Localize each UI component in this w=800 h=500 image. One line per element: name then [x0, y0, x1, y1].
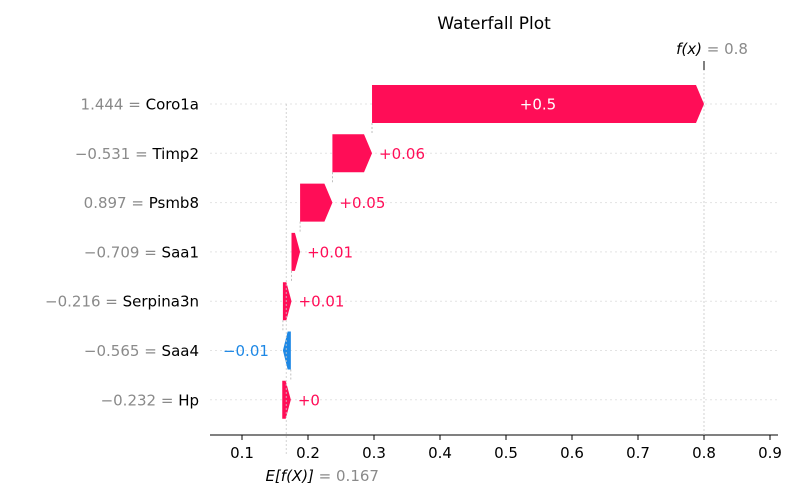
feature-name: Hp: [178, 391, 199, 409]
fx-annotation: f(x) = 0.8: [676, 40, 748, 58]
x-tick-label: 0.6: [560, 444, 584, 462]
feature-name: Coro1a: [146, 96, 199, 114]
bar-saa4: [282, 331, 291, 370]
bar-value-label: +0.05: [339, 194, 385, 212]
fx-label: f(x): [676, 40, 702, 58]
bar-saa1: [291, 232, 301, 271]
feature-value: −0.531: [75, 145, 131, 163]
x-tick-label: 0.8: [692, 444, 716, 462]
x-axis: 0.1 0.2 0.3 0.4 0.5 0.6 0.7 0.8 0.9: [210, 434, 782, 462]
feature-equals: =: [101, 293, 123, 311]
bar-value-label: +0.01: [299, 293, 345, 311]
bar-labels-group: +0.5 +0.06 +0.05 +0.01 +0.01 −0.01 +0: [223, 96, 556, 410]
bar-value-label: +0.01: [307, 243, 353, 261]
bar-psmb8: [300, 183, 333, 222]
feature-equals: =: [139, 243, 161, 261]
bar-coro1a: [372, 85, 704, 123]
x-tick-label: 0.9: [758, 444, 782, 462]
x-tick-label: 0.2: [296, 444, 320, 462]
feature-value: −0.565: [84, 342, 140, 360]
bars-group: [282, 85, 704, 419]
feature-name: Timp2: [151, 145, 199, 163]
base-label: E[f(X)]: [265, 467, 314, 485]
feature-equals: =: [156, 391, 178, 409]
feature-label: −0.565 = Saa4: [84, 342, 199, 360]
bar-value-label: +0.06: [379, 145, 425, 163]
feature-label: −0.531 = Timp2: [75, 145, 199, 163]
feature-label: −0.232 = Hp: [101, 391, 199, 409]
bar-timp2: [332, 134, 373, 173]
feature-equals: =: [139, 342, 161, 360]
base-value: 0.167: [336, 467, 379, 485]
bar-serpina3n: [282, 282, 292, 321]
feature-name: Saa1: [162, 243, 199, 261]
x-tick-label: 0.3: [362, 444, 386, 462]
feature-label: −0.709 = Saa1: [84, 243, 199, 261]
feature-value: 0.897: [84, 194, 127, 212]
bar-value-label: +0.5: [520, 96, 556, 114]
feature-name: Psmb8: [149, 194, 199, 212]
feature-equals: =: [123, 96, 145, 114]
feature-equals: =: [127, 194, 149, 212]
feature-value: −0.232: [101, 391, 157, 409]
feature-value: 1.444: [81, 96, 124, 114]
feature-label: −0.216 = Serpina3n: [45, 293, 199, 311]
feature-name: Saa4: [162, 342, 199, 360]
bar-hp: [282, 380, 291, 419]
base-equals: =: [314, 467, 336, 485]
feature-value: −0.216: [45, 293, 101, 311]
chart-title: Waterfall Plot: [437, 14, 551, 34]
feature-label: 1.444 = Coro1a: [81, 96, 199, 114]
feature-value: −0.709: [84, 243, 140, 261]
feature-label: 0.897 = Psmb8: [84, 194, 199, 212]
fx-equals: =: [702, 40, 724, 58]
feature-labels-group: 1.444 = Coro1a −0.531 = Timp2 0.897 = Psmb…: [45, 96, 199, 410]
annotations: f(x) = 0.8 E[f(X)] = 0.167: [265, 40, 747, 485]
x-tick-label: 0.4: [428, 444, 452, 462]
feature-name: Serpina3n: [123, 293, 199, 311]
feature-equals: =: [130, 145, 152, 163]
x-tick-label: 0.1: [230, 444, 254, 462]
x-tick-label: 0.5: [494, 444, 518, 462]
connector-lines: [282, 123, 373, 381]
bar-value-label: −0.01: [223, 342, 269, 360]
fx-value: 0.8: [724, 40, 748, 58]
base-annotation: E[f(X)] = 0.167: [265, 467, 379, 485]
x-tick-label: 0.7: [626, 444, 650, 462]
bar-value-label: +0: [298, 391, 320, 409]
